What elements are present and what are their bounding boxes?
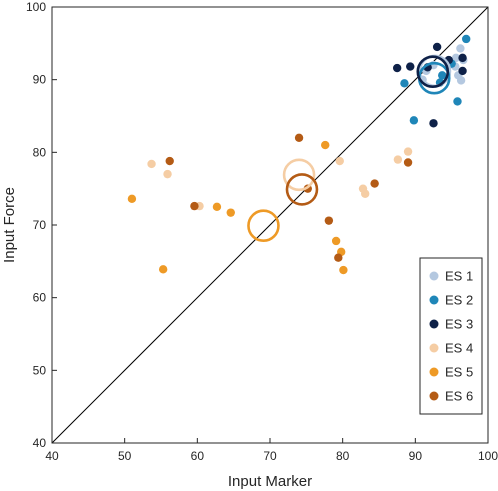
series-6-mean-ring — [285, 173, 319, 206]
legend-label: ES 3 — [445, 317, 473, 332]
plot-area — [52, 7, 488, 443]
y-tick-label: 100 — [26, 0, 46, 14]
legend-swatch — [429, 295, 439, 305]
x-tick-label: 60 — [191, 449, 205, 463]
x-tick-label: 80 — [336, 449, 350, 463]
x-axis-label: Input Marker — [228, 473, 312, 490]
x-tick-label: 90 — [409, 449, 423, 463]
data-point — [432, 42, 442, 52]
data-point — [335, 156, 344, 166]
data-point — [393, 155, 403, 164]
legend-label: ES 4 — [445, 341, 473, 356]
legend-swatch — [429, 271, 439, 281]
data-point — [403, 158, 413, 167]
data-point — [458, 66, 467, 76]
series-5-mean-ring — [247, 209, 280, 243]
series-3 — [392, 42, 467, 128]
y-tick-label: 60 — [33, 291, 47, 305]
data-point — [127, 194, 137, 204]
data-point — [321, 140, 330, 150]
x-tick-label: 100 — [478, 449, 498, 463]
chart-marks — [52, 7, 488, 443]
data-point — [190, 201, 199, 211]
data-point — [456, 76, 466, 85]
data-point — [334, 253, 343, 262]
x-tick-label: 70 — [263, 449, 277, 463]
data-point — [158, 265, 168, 274]
y-tick-label: 40 — [33, 436, 47, 450]
legend-swatch — [429, 391, 439, 401]
legend-label: ES 5 — [445, 365, 473, 380]
x-axis-ticks: 40 50 60 70 80 90 100 — [45, 438, 498, 463]
legend-label: ES 1 — [445, 269, 473, 284]
x-tick-label: 40 — [45, 449, 59, 463]
legend-item-2: ES 2 — [429, 293, 473, 308]
data-point — [400, 79, 409, 88]
data-point — [392, 63, 402, 73]
data-point — [324, 216, 334, 225]
data-point — [294, 133, 304, 142]
data-point — [360, 189, 370, 198]
data-point — [406, 62, 415, 71]
legend: ES 1 ES 2 ES 3 ES 4 ES 5 ES 6 — [419, 257, 483, 415]
data-point — [212, 202, 222, 212]
legend-swatch — [429, 343, 439, 353]
y-tick-label: 90 — [33, 73, 47, 87]
series-2 — [400, 34, 471, 125]
data-point — [458, 53, 467, 63]
legend-item-5: ES 5 — [429, 365, 473, 380]
legend-item-6: ES 6 — [429, 389, 473, 404]
legend-swatch — [429, 319, 439, 329]
legend-swatch — [429, 367, 439, 377]
data-point — [147, 159, 156, 169]
data-point — [163, 169, 172, 179]
y-axis-ticks: 40 50 60 70 80 90 100 — [26, 0, 57, 450]
data-point — [370, 179, 379, 188]
y-tick-label: 80 — [33, 145, 47, 159]
legend-item-4: ES 4 — [429, 341, 473, 356]
data-point — [429, 119, 438, 128]
data-point — [438, 71, 447, 80]
y-tick-label: 70 — [33, 218, 47, 232]
data-point — [226, 208, 235, 217]
data-point — [456, 44, 465, 53]
series-4 — [147, 147, 413, 211]
data-point — [403, 147, 413, 156]
series-6 — [165, 133, 413, 262]
legend-label: ES 6 — [445, 389, 473, 404]
data-point — [409, 116, 419, 125]
y-axis-label: Input Force — [1, 187, 18, 263]
x-tick-label: 50 — [118, 449, 132, 463]
y-tick-label: 50 — [33, 363, 47, 377]
series-3-mean-ring — [416, 55, 450, 88]
data-point — [331, 236, 341, 246]
data-point — [453, 97, 462, 106]
series-4-mean-ring — [282, 158, 316, 192]
legend-label: ES 2 — [445, 293, 473, 308]
legend-item-1: ES 1 — [429, 269, 473, 284]
data-point — [462, 34, 471, 44]
series-5 — [127, 140, 348, 275]
data-point — [451, 53, 461, 63]
data-point — [339, 265, 348, 275]
legend-box — [419, 257, 483, 415]
data-point — [165, 156, 174, 166]
legend-item-3: ES 3 — [429, 317, 473, 332]
identity-line — [52, 7, 488, 443]
